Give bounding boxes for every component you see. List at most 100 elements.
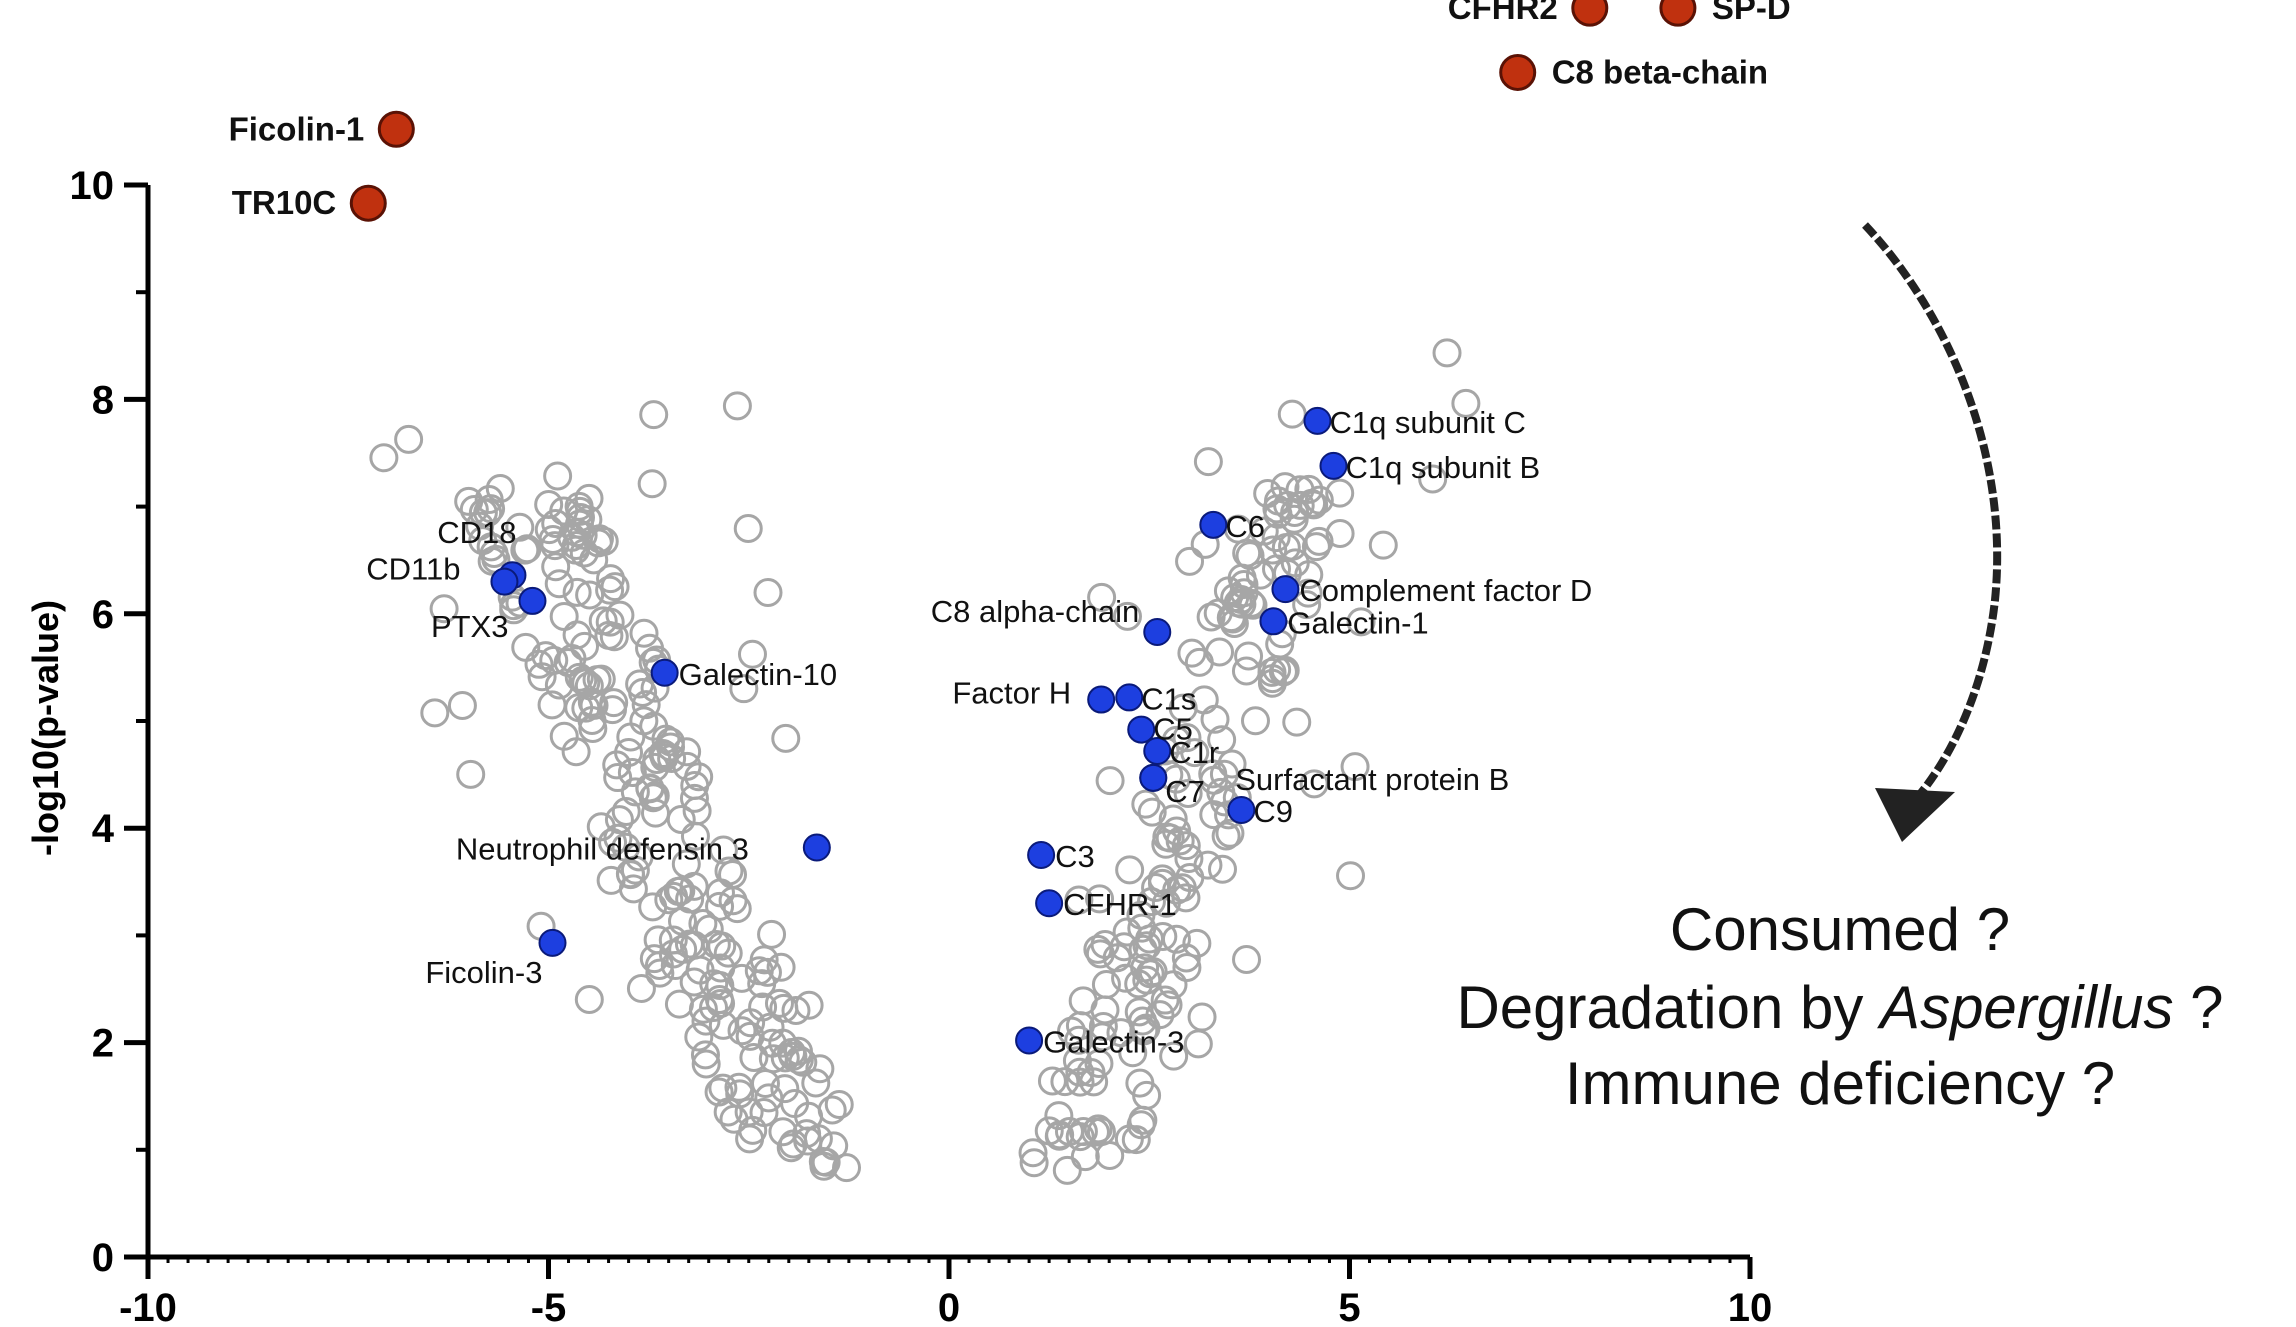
point-label: PTX3 [431,609,509,644]
above-range-label: C8 beta-chain [1552,53,1768,90]
highlighted-point [1304,408,1330,434]
highlighted-point [1260,608,1286,634]
protein-point [631,708,657,734]
protein-point [458,761,484,787]
highlighted-point [1016,1027,1042,1053]
protein-point [1242,708,1268,734]
point-label: C1r [1169,735,1219,770]
point-label: C9 [1253,794,1293,829]
protein-point [1233,658,1259,684]
point-label: Complement factor D [1299,573,1592,608]
point-label: C1q subunit B [1345,450,1540,485]
protein-point [628,976,654,1002]
point-label: C3 [1055,839,1095,874]
point-label: CD18 [437,515,516,550]
protein-point [1092,997,1118,1023]
protein-point [641,402,667,428]
protein-point [449,692,475,718]
point-label: Ficolin-3 [425,955,542,990]
highlighted-point [1116,684,1142,710]
point-label: C7 [1165,774,1205,809]
protein-point [1207,639,1233,665]
x-tick-label: 0 [938,1286,960,1322]
point-label: Factor H [952,676,1071,711]
protein-point [1279,401,1305,427]
point-label: Galectin-10 [679,657,838,692]
y-tick-label: 4 [92,807,115,851]
protein-point [645,927,671,953]
highlighted-point [1320,453,1346,479]
protein-point [1097,768,1123,794]
highlighted-point [540,930,566,956]
highlighted-point [1272,576,1298,602]
above-range-label: TR10C [232,184,337,221]
protein-point [639,471,665,497]
above-range-label: CFHR2 [1448,0,1558,26]
arrow-head [1875,788,1955,842]
annotation-block: Consumed ? Degradation by Aspergillus ? … [1456,896,2223,1117]
protein-point [737,1126,763,1152]
protein-point [759,921,785,947]
protein-point [1370,532,1396,558]
y-tick-label: 10 [70,164,115,208]
protein-point [1133,791,1159,817]
highlighted-point [1088,687,1114,713]
above-range-point [351,186,385,220]
protein-point [686,1024,712,1050]
protein-point [1189,1004,1215,1030]
y-tick-label: 6 [92,593,114,637]
annotation-line-1: Consumed ? [1670,896,2010,963]
above-range-label: SP-D [1712,0,1791,26]
protein-point [631,620,657,646]
highlighted-point [1144,619,1170,645]
point-label: CFHR-1 [1063,887,1177,922]
point-label: C8 alpha-chain [931,594,1140,629]
protein-point [371,445,397,471]
above-range-label: Ficolin-1 [229,110,365,147]
protein-point [1272,474,1298,500]
highlighted-point [1128,717,1154,743]
curved-arrow-path [1865,225,1997,800]
above-range-point [379,112,413,146]
protein-point [576,986,602,1012]
point-label: Galectin-1 [1287,605,1428,640]
protein-point [422,700,448,726]
protein-point [1185,1031,1211,1057]
highlighted-point [1036,890,1062,916]
highlighted-point [491,569,517,595]
protein-point [1117,857,1143,883]
protein-point [642,783,668,809]
y-tick-label: 2 [92,1022,114,1066]
protein-point [551,603,577,629]
protein-point [735,516,761,542]
protein-point [826,1091,852,1117]
protein-point [755,580,781,606]
annotation-line-2-suffix: ? [2174,974,2224,1041]
annotation-line-2-italic: Aspergillus [1877,974,2173,1041]
curved-arrow [1865,225,1997,842]
y-tick-label: 0 [92,1236,114,1280]
above-range-point [1661,0,1695,25]
protein-point [1195,449,1221,475]
point-label: Galectin-3 [1043,1024,1184,1059]
protein-point [1054,1157,1080,1183]
point-label: Surfactant protein B [1235,762,1509,797]
point-label: Neutrophil defensin 3 [456,831,749,866]
highlighted-point [1200,512,1226,538]
protein-point [536,517,562,543]
point-label: C6 [1225,509,1265,544]
highlighted-point [652,660,678,686]
protein-point [1284,709,1310,735]
highlighted-point [519,588,545,614]
x-tick-label: 5 [1338,1286,1360,1322]
protein-point [396,426,422,452]
protein-point [1234,946,1260,972]
highlighted-point [1140,765,1166,791]
y-axis-title: -log10(p-value) [25,600,66,856]
annotation-line-3: Immune deficiency ? [1565,1050,2115,1117]
protein-point [1210,856,1236,882]
protein-point [724,393,750,419]
annotation-line-2: Degradation by Aspergillus ? [1456,974,2223,1041]
